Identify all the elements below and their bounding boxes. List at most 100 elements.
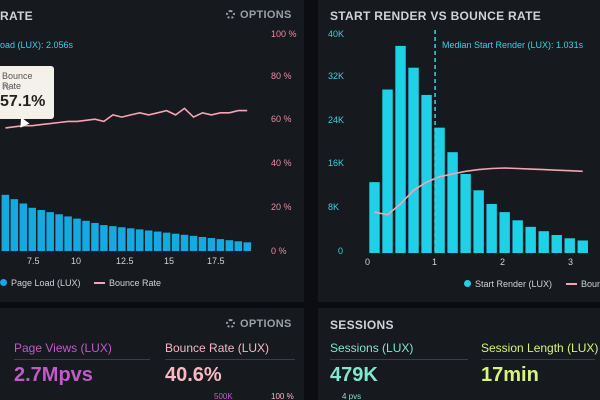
- divider: [330, 359, 468, 360]
- page-load-bar: [127, 228, 135, 251]
- legend-bounce-rate[interactable]: Bounce Rate: [94, 278, 161, 288]
- page-load-bar: [162, 232, 171, 251]
- right-tick: 40 %: [271, 158, 292, 168]
- legend-dot-icon: [0, 279, 7, 286]
- page-load-bar: [28, 207, 37, 251]
- page-load-bar: [118, 227, 126, 251]
- footer-value: 100 %: [271, 392, 294, 400]
- page-views-panel: OPTIONS Page Views (LUX) 2.7Mpvs Bounce …: [0, 308, 304, 400]
- page-load-bar: [1, 194, 10, 251]
- divider: [165, 359, 295, 360]
- right-tick: 100 %: [271, 29, 297, 39]
- start-render-bar: [408, 67, 419, 253]
- page-load-bar: [225, 240, 234, 251]
- start-render-bar: [473, 190, 484, 253]
- panel-title: SESSIONS: [330, 318, 394, 332]
- page-load-bar: [10, 199, 19, 251]
- right-tick: 0 %: [271, 246, 287, 256]
- start-render-bar: [538, 231, 549, 253]
- legend-line-icon: [94, 282, 105, 284]
- start-render-bar: [369, 182, 380, 253]
- stat-value-page-views: 2.7Mpvs: [14, 364, 93, 386]
- page-load-bar: [82, 220, 90, 251]
- page-load-bar: [46, 212, 54, 251]
- start-render-bar: [499, 212, 510, 253]
- divider: [14, 359, 150, 360]
- legend-bounce[interactable]: Bounce: [566, 279, 600, 289]
- sessions-panel: SESSIONS Sessions (LUX) 479K Session Len…: [318, 308, 600, 400]
- page-load-bar: [135, 229, 144, 251]
- footer-value: 500K: [214, 392, 233, 400]
- page-load-bar: [207, 238, 216, 251]
- median-label: Median Start Render (LUX): 1.031s: [442, 40, 584, 50]
- page-load-bar: [180, 234, 189, 251]
- tooltip-label: Bounce Rate: [2, 71, 33, 91]
- start-render-bar: [460, 173, 471, 253]
- page-load-bar: [73, 218, 81, 251]
- page-load-bar: [100, 225, 108, 251]
- x-tick: 15: [164, 256, 175, 266]
- x-tick: 1: [432, 257, 438, 267]
- options-button[interactable]: OPTIONS: [226, 318, 292, 330]
- options-label: OPTIONS: [240, 9, 292, 21]
- page-load-bar: [234, 241, 243, 251]
- series-summary: oad (LUX): 2.056s: [0, 40, 74, 50]
- start-render-bar: [382, 89, 393, 253]
- stat-value-sessions: 479K: [330, 364, 378, 386]
- bounce-rate-line: [5, 107, 248, 129]
- start-render-bar: [434, 127, 445, 253]
- start-render-bar: [564, 238, 575, 253]
- page-load-bar: [64, 216, 72, 251]
- stat-value-bounce-rate: 40.6%: [165, 364, 222, 386]
- y-tick: 24K: [328, 115, 345, 125]
- start-render-bar: [421, 94, 432, 253]
- y-tick: 16K: [328, 158, 345, 168]
- page-load-bar: [144, 230, 153, 251]
- panel-title: RATE: [0, 9, 33, 23]
- legend-line-icon: [566, 283, 577, 285]
- page-load-bar: [198, 236, 207, 251]
- page-load-panel: RATE OPTIONS oad (LUX): 2.056s 100 % 80 …: [0, 0, 304, 302]
- start-render-panel: START RENDER VS BOUNCE RATE Median Start…: [318, 0, 600, 302]
- start-render-bar: [525, 226, 536, 253]
- gear-icon: [226, 10, 235, 19]
- right-tick: 80 %: [271, 71, 292, 81]
- stat-label-page-views: Page Views (LUX): [14, 341, 112, 355]
- stat-value-session-length: 17min: [481, 364, 539, 386]
- panel-title: START RENDER VS BOUNCE RATE: [330, 9, 541, 23]
- x-tick: 0: [365, 257, 371, 267]
- y-tick: 40K: [328, 29, 345, 39]
- divider: [481, 359, 595, 360]
- page-load-bar: [189, 235, 198, 251]
- start-render-bar: [512, 220, 523, 253]
- legend-start-render[interactable]: Start Render (LUX): [464, 279, 552, 289]
- x-tick: 3: [568, 257, 574, 267]
- y-tick: 32K: [328, 71, 345, 81]
- options-label: OPTIONS: [240, 318, 292, 330]
- footer-value: 4 pvs: [342, 392, 362, 400]
- page-load-bar: [55, 214, 63, 251]
- x-tick: 2: [500, 257, 506, 267]
- bounce-line: [374, 167, 583, 216]
- x-tick: 17.5: [207, 256, 225, 266]
- stat-label-sessions: Sessions (LUX): [330, 341, 414, 355]
- y-tick: 0: [338, 246, 344, 256]
- page-load-bar: [91, 222, 99, 251]
- right-tick: 20 %: [271, 202, 292, 212]
- start-render-bar: [486, 203, 497, 253]
- legend-page-load[interactable]: Page Load (LUX): [0, 278, 81, 288]
- gear-icon: [226, 319, 235, 328]
- page-load-bar: [216, 239, 225, 251]
- start-render-bar: [395, 45, 406, 254]
- page-load-chart: [1, 107, 252, 251]
- options-button[interactable]: OPTIONS: [226, 9, 292, 21]
- tooltip-value: 57.1%: [0, 93, 46, 110]
- start-render-bar: [577, 240, 588, 253]
- y-tick: 8K: [328, 202, 340, 212]
- stat-label-bounce-rate: Bounce Rate (LUX): [165, 341, 270, 355]
- right-tick: 60 %: [271, 114, 292, 124]
- start-render-chart: [369, 30, 588, 254]
- x-tick: 12.5: [116, 256, 134, 266]
- page-load-bar: [109, 226, 117, 251]
- page-load-bar: [19, 203, 28, 251]
